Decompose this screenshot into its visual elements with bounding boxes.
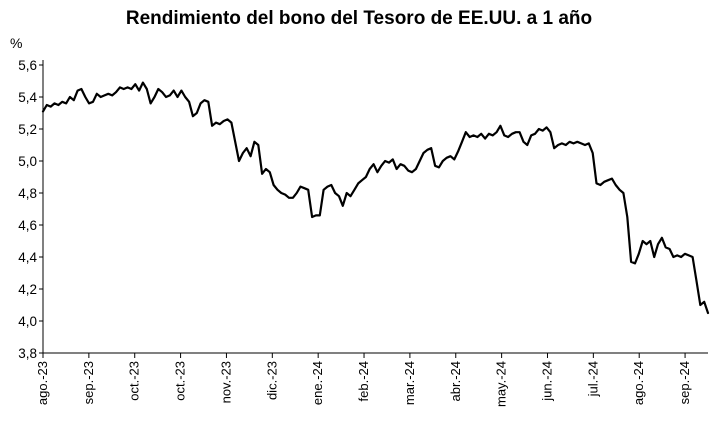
y-tick-label: 5,2 (18, 122, 37, 137)
x-tick-label: oct.-23 (127, 361, 142, 401)
y-tick-label: 4,0 (18, 314, 37, 329)
x-tick-label: mar.-24 (402, 361, 417, 405)
y-tick-label: 4,6 (18, 218, 37, 233)
chart-title: Rendimiento del bono del Tesoro de EE.UU… (125, 8, 593, 29)
x-axis: ago.-23 sep.-23 oct.-23 oct.-23 nov.-23 dic.-… (35, 352, 708, 407)
x-tick-label: sep.-23 (81, 361, 96, 404)
series-line (41, 81, 710, 315)
x-tick-label: may.-24 (494, 361, 509, 407)
y-tick-label: 4,8 (18, 186, 37, 201)
x-tick-label: dic.-23 (264, 361, 279, 400)
y-tick-label: 5,6 (18, 58, 37, 73)
y-axis-unit-label: % (10, 35, 23, 51)
x-tick-label: ago.-23 (35, 361, 50, 405)
x-tick-label: sep.-24 (677, 361, 692, 404)
y-tick-label: 4,2 (18, 282, 37, 297)
x-tick-label: jun.-24 (539, 361, 554, 402)
y-tick-label: 4,4 (18, 250, 37, 265)
series-group (41, 81, 710, 315)
x-tick-label: feb.-24 (356, 361, 371, 401)
x-tick-label: nov.-23 (218, 361, 233, 403)
y-axis: 3,8 4,0 4,2 4,4 4,6 4,8 5,0 5,2 5,4 5,6 (18, 58, 44, 361)
y-tick-label: 5,0 (18, 154, 37, 169)
x-tick-label: ago.-24 (631, 361, 646, 405)
x-tick-label: abr.-24 (448, 361, 463, 401)
y-tick-label: 3,8 (18, 346, 37, 361)
y-tick-label: 5,4 (18, 90, 37, 105)
x-tick-label: jul.-24 (585, 361, 600, 397)
x-tick-label: oct.-23 (173, 361, 188, 401)
x-tick-label: ene.-24 (310, 361, 325, 405)
